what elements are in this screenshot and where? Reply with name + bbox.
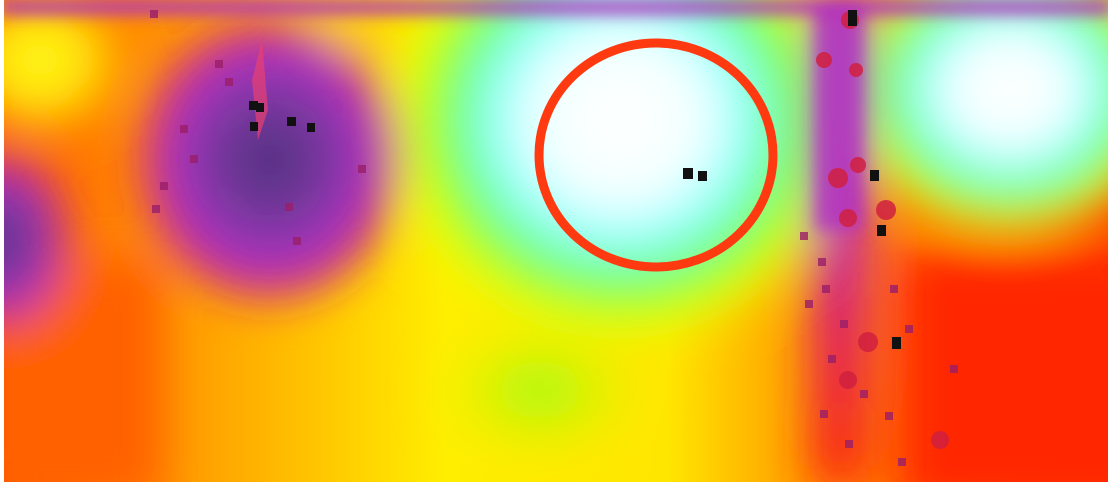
markers	[249, 10, 901, 349]
particles	[150, 10, 958, 466]
highlight-circle	[534, 38, 778, 272]
wake	[252, 40, 268, 140]
spheres	[816, 11, 949, 449]
